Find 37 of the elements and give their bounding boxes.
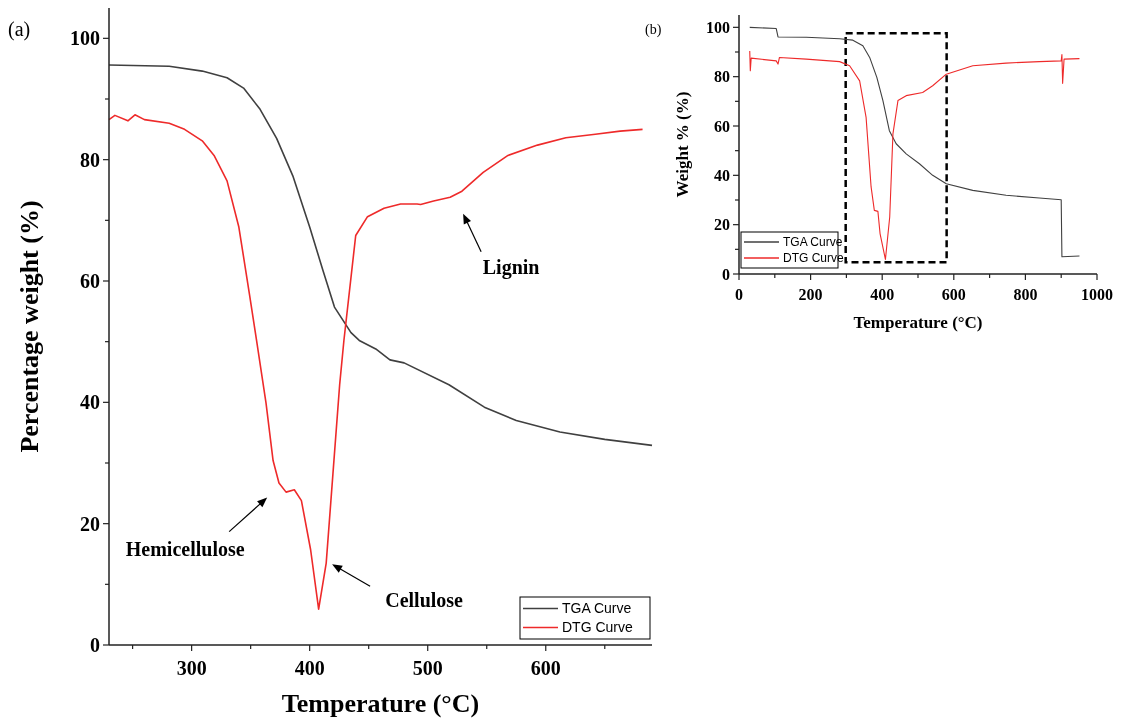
x-tick-label: 200 xyxy=(798,286,823,303)
legend-label: DTG Curve xyxy=(783,251,844,266)
y-tick-label: 40 xyxy=(80,391,100,414)
legend-label: TGA Curve xyxy=(783,235,843,250)
text: (a) xyxy=(8,18,31,41)
x-tick-label: 600 xyxy=(941,286,966,303)
line-series xyxy=(108,113,644,611)
y-tick-label: 60 xyxy=(714,117,730,135)
x-tick-label: 0 xyxy=(735,286,743,303)
y-tick-label: 100 xyxy=(70,27,100,50)
y-axis-title: Percentage weight (%) xyxy=(15,200,44,453)
y-tick-label: 60 xyxy=(80,270,100,292)
x-tick-label: 300 xyxy=(176,657,207,679)
y-tick-label: 80 xyxy=(80,148,100,171)
annotation: Lignin xyxy=(482,255,540,279)
y-axis-title: Weight % (%) xyxy=(673,91,692,198)
y-tick-label: 0 xyxy=(90,634,100,656)
x-tick-label: 800 xyxy=(1013,286,1038,303)
x-tick-label: 1000 xyxy=(1081,286,1113,303)
x-axis-title: Temperature (°C) xyxy=(853,313,983,332)
legend-label: DTG Curve xyxy=(562,619,633,636)
x-tick-label: 500 xyxy=(412,657,443,679)
y-tick-label: 20 xyxy=(80,512,100,535)
annotation: Cellulose xyxy=(385,589,464,612)
y-tick-label: 40 xyxy=(714,166,730,184)
x-axis-title: Temperature (°C) xyxy=(281,689,480,718)
y-tick-label: 100 xyxy=(706,18,730,36)
legend-label: TGA Curve xyxy=(562,600,632,617)
y-tick-label: 0 xyxy=(722,265,730,283)
y-tick-label: 80 xyxy=(714,68,730,86)
y-tick-label: 20 xyxy=(714,216,730,234)
annotation: Hemicellulose xyxy=(125,537,245,560)
x-tick-label: 600 xyxy=(530,657,561,679)
x-tick-label: 400 xyxy=(294,657,325,679)
x-tick-label: 400 xyxy=(870,286,895,303)
line-series xyxy=(108,64,653,447)
text: (b) xyxy=(645,22,662,38)
